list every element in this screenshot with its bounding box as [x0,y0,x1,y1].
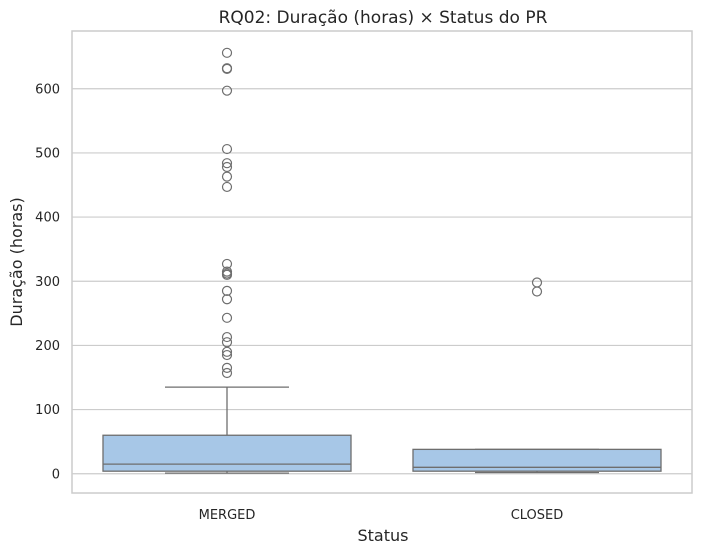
y-tick-label: 500 [35,146,60,161]
outlier-point [221,346,233,357]
outlier-point [221,337,233,348]
outlier-point [221,158,233,169]
outlier-point [221,63,233,74]
outlier-point [221,143,233,155]
y-tick-label: 0 [52,467,60,482]
outlier-point [221,181,233,193]
iqr-box [412,448,662,472]
chart-title: RQ02: Duração (horas) × Status do PR [219,8,548,28]
outlier-point [221,331,233,343]
outlier-point [221,85,233,96]
y-tick-label: 100 [35,403,60,418]
y-tick-label: 400 [35,211,60,226]
y-tick-label: 200 [35,339,60,354]
y-tick-label: 300 [35,275,60,290]
box-closed [412,277,662,474]
outlier-point [531,286,543,297]
grid-lines [72,88,692,475]
x-axis-label: Status [358,526,409,545]
outlier-point [221,269,233,280]
iqr-box [102,434,352,472]
y-axis-label: Duração (horas) [7,197,26,326]
outlier-point [221,367,233,379]
outlier-point [221,294,233,305]
outlier-point [221,312,233,323]
outlier-point [221,47,233,58]
boxes-layer [102,47,662,474]
outlier-point [221,349,233,361]
y-tick-label: 600 [35,82,60,97]
outlier-point [221,362,233,373]
x-axis-ticks: MERGED CLOSED [199,508,564,523]
outlier-point [531,277,543,288]
box-merged [102,47,352,474]
outlier-point [221,171,233,182]
plot-frame [71,30,693,494]
x-tick-label: CLOSED [511,508,564,523]
y-axis-ticks: 0 100 200 300 400 500 600 [35,82,60,482]
outlier-point [221,161,233,173]
x-tick-label: MERGED [199,508,256,523]
outlier-point [221,285,233,296]
outlier-point [221,258,233,270]
